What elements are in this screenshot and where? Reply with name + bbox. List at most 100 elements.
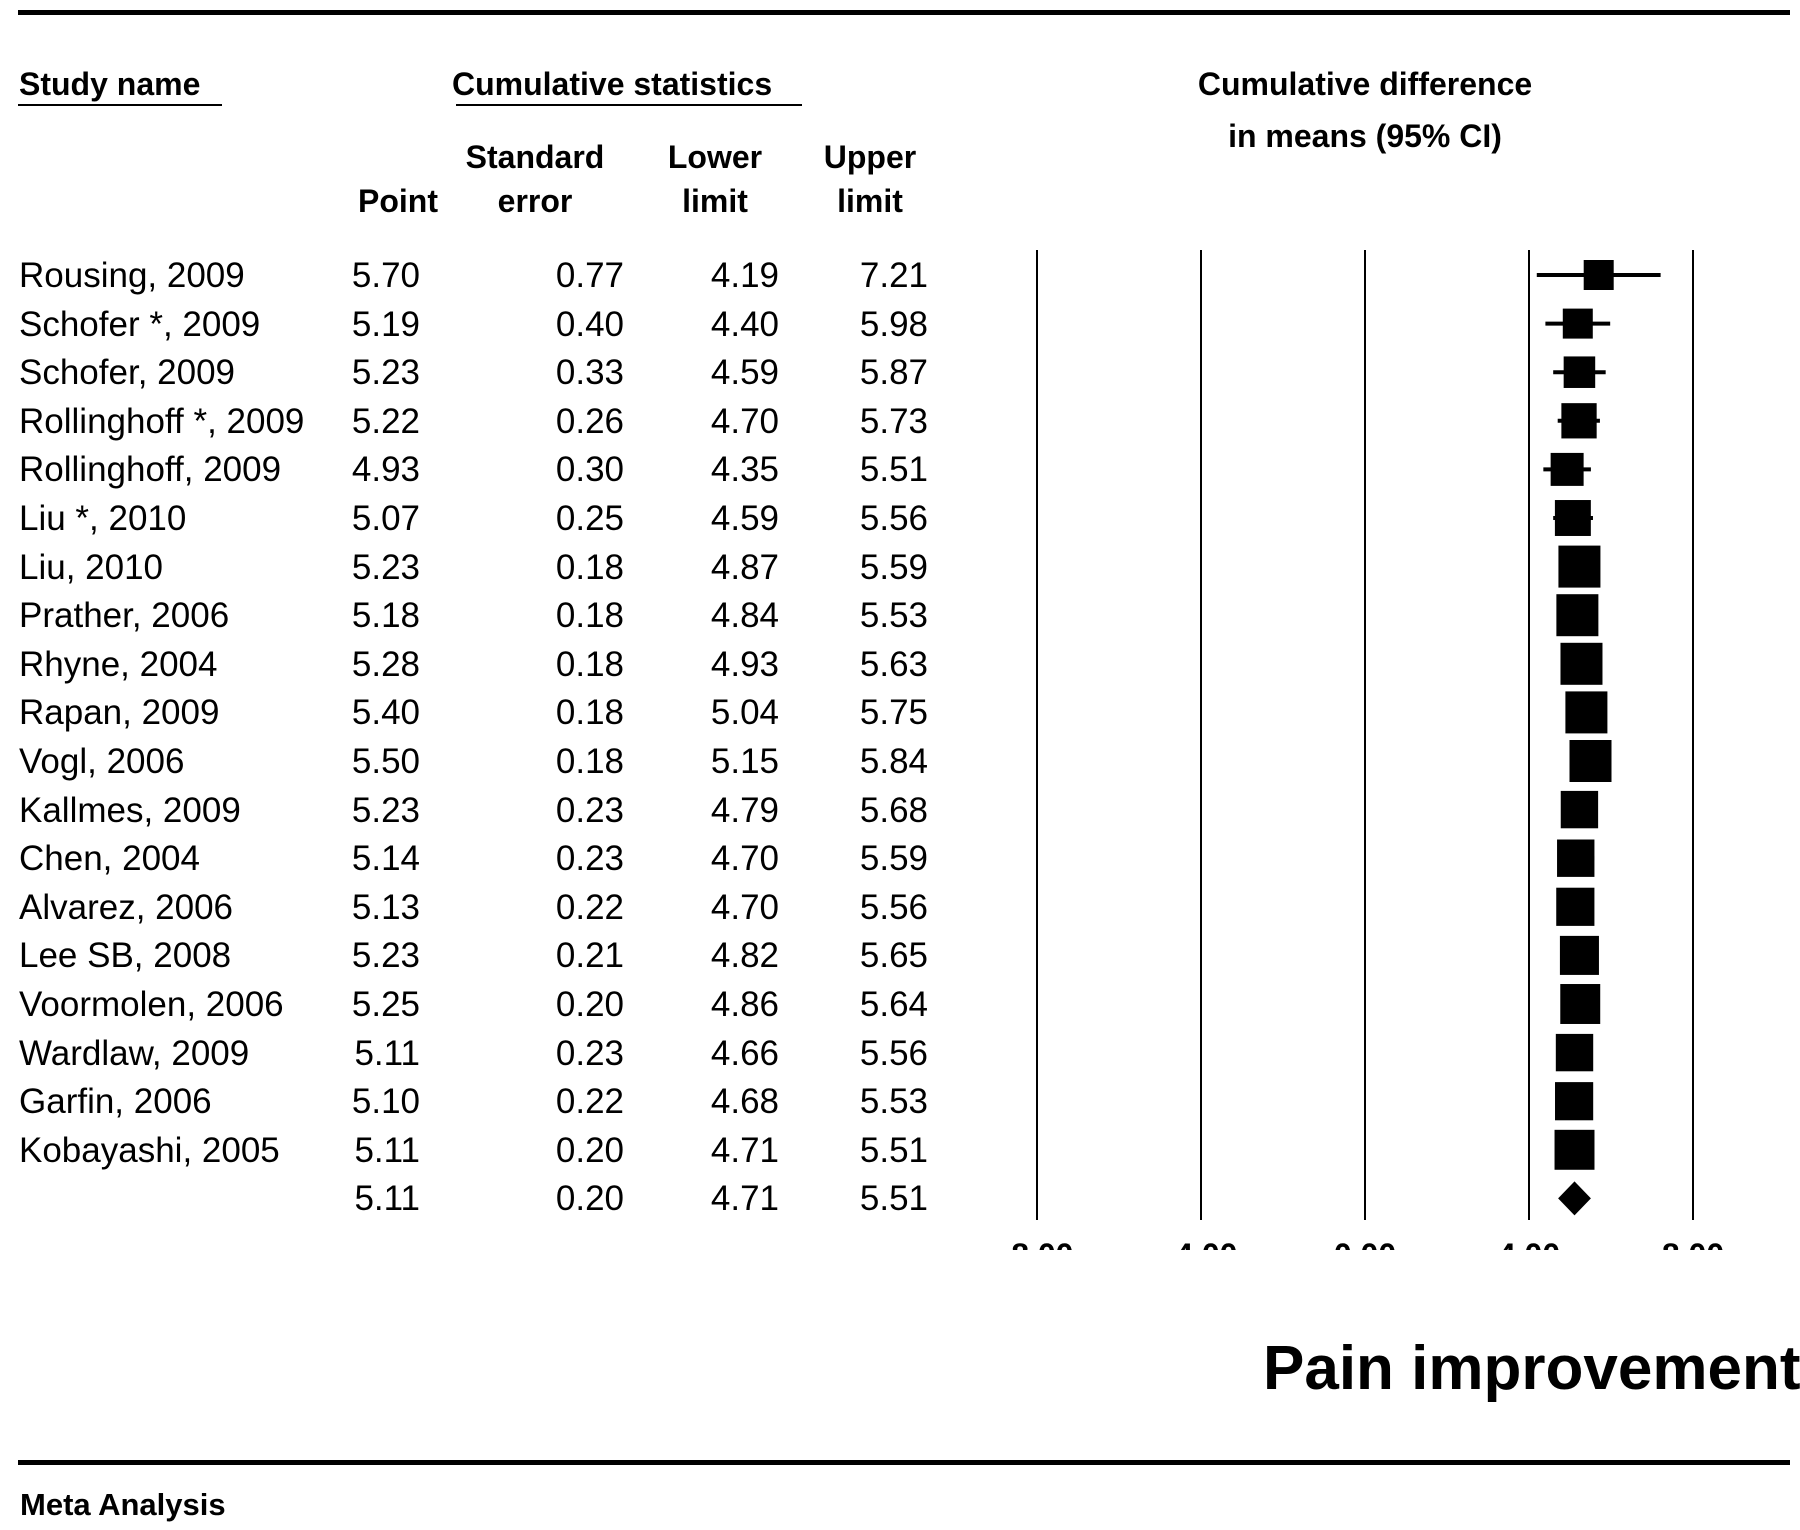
lower-limit-cell: 4.68 <box>710 1082 779 1122</box>
upper-limit-cell: 5.75 <box>859 693 928 733</box>
x-tick-label: -8.00 <box>1001 1237 1074 1250</box>
standard-error-cell: 0.18 <box>555 644 624 684</box>
cumulative-difference-line1: Cumulative difference <box>1197 66 1533 102</box>
point-marker <box>1558 545 1601 588</box>
standard-error-cell: 0.18 <box>555 693 624 733</box>
point-cell: 5.50 <box>351 742 420 781</box>
study-name-cell: Wardlaw, 2009 <box>19 1033 250 1073</box>
standard-error-cell: 0.23 <box>555 790 624 830</box>
lower-limit-cell: 4.59 <box>710 353 779 393</box>
standard-error-cell: 0.30 <box>555 450 624 490</box>
upper-limit-cell: 5.63 <box>859 644 928 684</box>
point-marker <box>1555 1033 1594 1072</box>
point-marker <box>1556 887 1595 926</box>
point-cell: 5.11 <box>354 1179 420 1219</box>
point-marker <box>1556 594 1599 637</box>
standard-error-cell: 0.25 <box>555 499 624 538</box>
study-name-cell: Schofer *, 2009 <box>19 304 261 344</box>
study-name-cell: Kobayashi, 2005 <box>19 1130 280 1170</box>
lower-limit-cell: 4.79 <box>710 790 779 830</box>
upper-limit-cell: 7.21 <box>859 256 928 295</box>
point-cell: 4.93 <box>351 450 420 490</box>
footer-label: Meta Analysis <box>20 1487 226 1522</box>
standard-error-cell: 0.21 <box>555 936 624 976</box>
x-tick-label: 8.00 <box>1662 1237 1724 1250</box>
point-marker <box>1569 740 1612 782</box>
standard-error-cell: 0.22 <box>555 887 624 927</box>
point-marker <box>1560 790 1599 829</box>
study-name-cell: Liu, 2010 <box>19 547 164 587</box>
lower-limit-cell: 4.70 <box>710 839 779 879</box>
standard-error-cell: 0.23 <box>555 839 624 879</box>
standard-error-cell: 0.20 <box>555 985 624 1024</box>
upper-limit-cell: 5.56 <box>859 887 928 927</box>
standard-error-cell: 0.18 <box>555 596 624 636</box>
study-name-cell: Rhyne, 2004 <box>19 644 218 684</box>
point-cell: 5.25 <box>351 985 420 1024</box>
point-cell: 5.11 <box>354 1130 420 1170</box>
point-marker <box>1550 452 1584 486</box>
upper-limit-cell: 5.53 <box>859 596 928 636</box>
point-marker <box>1554 1129 1595 1170</box>
study-name-cell: Rollinghoff *, 2009 <box>19 401 305 441</box>
study-name-cell: Garfin, 2006 <box>19 1082 212 1122</box>
point-marker <box>1557 839 1595 877</box>
study-name-cell: Vogl, 2006 <box>19 742 185 781</box>
point-cell: 5.23 <box>351 353 420 393</box>
top-rule <box>18 10 1790 15</box>
study-name-cell: Lee SB, 2008 <box>19 936 232 976</box>
cumulative-statistics-header: Cumulative statistics <box>452 66 773 102</box>
study-name-cell: Alvarez, 2006 <box>19 887 234 927</box>
upper-limit-cell: 5.56 <box>859 1033 928 1073</box>
lower-limit-cell: 4.82 <box>710 936 779 976</box>
study-name-header: Study name <box>19 66 201 102</box>
lower-limit-header: Lower limit <box>640 135 790 223</box>
standard-error-line2: error <box>497 183 573 219</box>
lower-limit-cell: 4.86 <box>710 985 779 1024</box>
upper-limit-cell: 5.51 <box>859 1179 928 1219</box>
standard-error-cell: 0.33 <box>555 353 624 393</box>
point-cell: 5.07 <box>351 499 420 538</box>
upper-limit-cell: 5.68 <box>859 790 928 830</box>
upper-limit-cell: 5.51 <box>859 1130 928 1170</box>
bottom-rule <box>18 1460 1790 1465</box>
point-cell: 5.40 <box>351 693 420 733</box>
cumulative-difference-header: Cumulative difference in means (95% CI) <box>1100 62 1630 158</box>
point-cell: 5.23 <box>351 547 420 587</box>
upper-limit-cell: 5.65 <box>859 936 928 976</box>
point-cell: 5.10 <box>351 1082 420 1122</box>
lower-limit-cell: 4.71 <box>710 1130 779 1170</box>
point-cell: 5.70 <box>351 256 420 295</box>
study-name-cell: Prather, 2006 <box>19 596 230 636</box>
point-marker <box>1563 356 1596 388</box>
point-header: Point <box>358 183 438 219</box>
study-name-cell: Rapan, 2009 <box>19 693 220 733</box>
standard-error-header: Standard error <box>440 135 630 223</box>
point-cell: 5.22 <box>351 401 420 441</box>
study-name-cell: Liu *, 2010 <box>19 499 187 538</box>
upper-limit-cell: 5.53 <box>859 1082 928 1122</box>
point-cell: 5.23 <box>351 790 420 830</box>
upper-limit-cell: 5.56 <box>859 499 928 538</box>
lower-limit-cell: 4.84 <box>710 596 779 636</box>
upper-limit-cell: 5.98 <box>859 304 928 344</box>
standard-error-cell: 0.40 <box>555 304 624 344</box>
lower-limit-cell: 4.71 <box>710 1179 779 1219</box>
x-tick-label: -4.00 <box>1165 1237 1238 1250</box>
upper-limit-cell: 5.59 <box>859 547 928 587</box>
point-cell: 5.14 <box>351 839 420 879</box>
study-name-cell: Rollinghoff, 2009 <box>19 450 282 490</box>
standard-error-cell: 0.26 <box>555 401 624 441</box>
upper-limit-line2: limit <box>837 183 903 219</box>
lower-limit-cell: 4.40 <box>710 304 779 344</box>
lower-limit-cell: 5.04 <box>710 693 779 733</box>
lower-limit-cell: 4.59 <box>710 499 779 538</box>
x-tick-label: 4.00 <box>1498 1237 1560 1250</box>
upper-limit-cell: 5.59 <box>859 839 928 879</box>
point-marker <box>1562 308 1593 339</box>
point-marker <box>1565 691 1608 734</box>
point-cell: 5.19 <box>351 304 420 344</box>
study-name-cell: Chen, 2004 <box>19 839 200 879</box>
upper-limit-cell: 5.73 <box>859 401 928 441</box>
upper-limit-line1: Upper <box>823 139 917 175</box>
